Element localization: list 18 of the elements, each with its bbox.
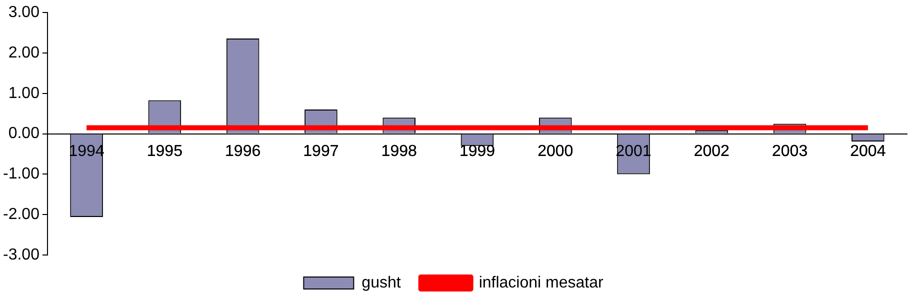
y-tick-label: 3.00 bbox=[8, 4, 40, 22]
y-tick-label: -2.00 bbox=[3, 206, 40, 224]
y-tick-label: -1.00 bbox=[3, 166, 40, 183]
y-tick-label: 1.00 bbox=[8, 84, 40, 102]
x-tick-label: 1997 bbox=[303, 142, 339, 160]
x-tick-label: 1998 bbox=[381, 142, 417, 160]
y-tick-label: 2.00 bbox=[8, 44, 40, 62]
y-tick-label: -3.00 bbox=[3, 246, 40, 264]
y-tick-label: 0.00 bbox=[8, 125, 40, 142]
x-tick-label: 2002 bbox=[694, 142, 730, 160]
x-tick-label: 2000 bbox=[538, 142, 574, 160]
x-tick-label: 2004 bbox=[850, 142, 886, 160]
x-tick-label: 1999 bbox=[459, 142, 496, 160]
x-tick-label: 1995 bbox=[146, 142, 183, 160]
legend-label: inflacioni mesatar bbox=[478, 274, 604, 292]
x-tick-label: 2003 bbox=[772, 142, 808, 160]
x-tick-label: 1996 bbox=[225, 142, 261, 160]
legend-label: gusht bbox=[362, 274, 402, 292]
